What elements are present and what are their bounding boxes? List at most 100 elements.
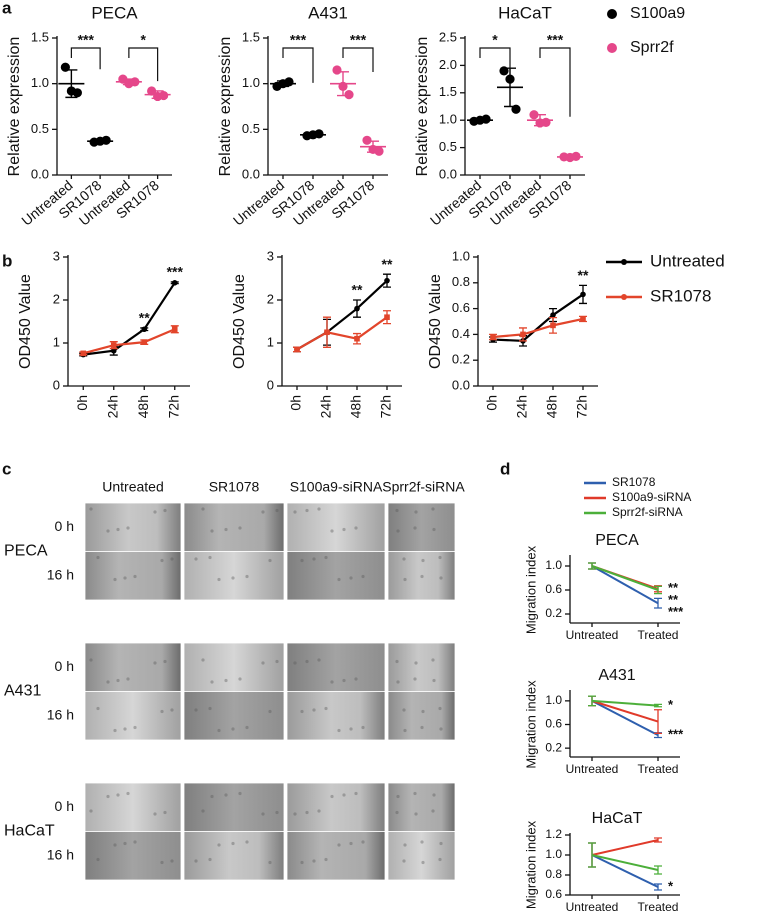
- error-bar: [654, 883, 662, 891]
- y-tick-label: 2: [267, 291, 274, 306]
- chart-title: A431: [598, 667, 635, 684]
- x-tick-label: 0h: [288, 395, 304, 411]
- y-tick-label: 1.0: [242, 75, 260, 90]
- data-point: [110, 342, 117, 348]
- legend-label: S100a9: [630, 5, 685, 22]
- cell-texture: [396, 794, 400, 799]
- data-point: [110, 347, 117, 354]
- micrograph: [387, 782, 456, 832]
- cell-texture: [245, 725, 249, 730]
- data-point: [520, 331, 526, 338]
- timepoint-label: 0 h: [55, 658, 74, 674]
- y-axis-label: Relative expression: [414, 37, 431, 177]
- cell-texture: [402, 708, 406, 712]
- cell-texture: [293, 812, 297, 816]
- chart-title: PECA: [595, 532, 639, 549]
- data-point: [141, 326, 148, 333]
- cell-texture: [96, 706, 100, 711]
- cell-texture: [439, 727, 443, 731]
- y-axis-label: OD450 Value: [17, 274, 34, 369]
- cell-texture: [113, 728, 117, 733]
- cell-texture: [300, 709, 304, 714]
- y-axis-label: Migration index: [523, 680, 538, 769]
- x-tick-label: 72h: [165, 395, 181, 418]
- cell-texture: [317, 809, 321, 813]
- cell-texture: [96, 555, 100, 560]
- micrograph: [183, 642, 285, 692]
- significance: **: [668, 580, 679, 595]
- x-tick-label: Treated: [638, 628, 679, 642]
- y-tick-label: 0.0: [439, 166, 457, 181]
- data-point: [384, 314, 390, 320]
- series-line: [591, 854, 659, 888]
- error-bar: [474, 118, 486, 122]
- cell-texture: [420, 840, 424, 844]
- y-tick-label: 0.5: [242, 121, 260, 136]
- cell-texture: [261, 812, 265, 816]
- cell-texture: [354, 677, 358, 681]
- cell-texture: [201, 658, 205, 662]
- cell-texture: [231, 576, 235, 580]
- y-tick-label: 2.0: [439, 57, 457, 72]
- column-header: SR1078: [209, 479, 260, 495]
- cell-texture: [305, 508, 309, 513]
- cell-texture: [268, 558, 272, 563]
- error-bar: [654, 709, 662, 735]
- cell-texture: [123, 841, 127, 846]
- cell-texture: [413, 791, 417, 796]
- cell-texture: [153, 812, 157, 816]
- series-line: [82, 328, 176, 355]
- significance: *: [492, 32, 498, 48]
- cell-texture: [395, 508, 399, 513]
- legend-label: Untreated: [650, 251, 725, 270]
- y-tick-label: 1.2: [545, 827, 562, 841]
- data-point: [284, 77, 294, 87]
- significance: **: [352, 282, 363, 298]
- cell-texture: [324, 706, 328, 711]
- cell-texture: [113, 577, 117, 582]
- cell-texture: [402, 557, 406, 561]
- cell-texture: [293, 510, 297, 514]
- cell-texture: [403, 728, 407, 733]
- column-header: Untreated: [102, 479, 163, 495]
- cell-texture: [194, 708, 198, 712]
- cell-texture: [153, 661, 157, 665]
- cell-texture: [354, 791, 358, 796]
- cell-texture: [126, 791, 130, 796]
- y-tick-label: 0.0: [31, 166, 49, 181]
- y-tick-label: 0.6: [545, 582, 562, 596]
- cell-texture: [421, 558, 425, 563]
- y-tick-label: 1: [53, 334, 60, 349]
- y-tick-label: 0: [267, 377, 274, 392]
- data-point: [490, 334, 496, 340]
- x-tick-label: 48h: [348, 395, 364, 418]
- x-tick-label: 72h: [378, 395, 394, 418]
- significance-bracket: [70, 47, 101, 70]
- cell-texture: [133, 840, 137, 844]
- cell-texture: [210, 529, 214, 533]
- y-tick-label: 1.0: [545, 847, 562, 861]
- cell-texture: [396, 529, 400, 533]
- cell-texture: [170, 859, 174, 863]
- panel-label: b: [2, 251, 12, 270]
- error-bar: [534, 114, 546, 127]
- cell-texture: [126, 526, 130, 530]
- cell-texture: [312, 557, 316, 561]
- legend-label: S100a9-siRNA: [612, 490, 691, 504]
- data-point: [141, 339, 148, 345]
- x-tick-label: 0h: [74, 395, 90, 411]
- cell-texture: [133, 725, 137, 730]
- cell-texture: [163, 810, 167, 815]
- cell-texture: [421, 860, 425, 865]
- cell-texture: [402, 859, 406, 863]
- cell-texture: [96, 857, 100, 862]
- cell-texture: [210, 794, 214, 799]
- cell-texture: [268, 860, 272, 865]
- micrograph: [183, 502, 285, 552]
- cell-texture: [438, 857, 442, 862]
- cell-texture: [208, 555, 212, 560]
- cell-texture: [439, 576, 443, 580]
- legend-marker: [621, 294, 627, 300]
- cell-texture: [403, 577, 407, 582]
- series-line: [591, 839, 659, 856]
